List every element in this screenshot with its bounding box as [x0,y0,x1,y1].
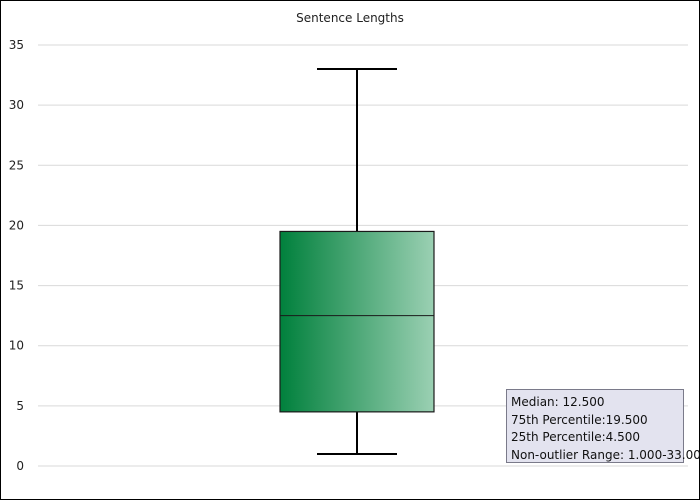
legend-row-75th-percentile: 75th Percentile:19.500 [511,412,648,427]
y-tick-label-25: 25 [9,158,24,172]
legend-row-non-outlier-range: Non-outlier Range: 1.000-33.000 [511,447,700,462]
y-tick-label-10: 10 [9,339,24,353]
y-tick-label-20: 20 [9,218,24,232]
y-tick-label-0: 0 [16,459,24,473]
y-tick-label-35: 35 [9,38,24,52]
chart-title: Sentence Lengths [296,11,404,25]
stats-legend: Median: 12.500 75th Percentile:19.500 25… [506,389,700,463]
legend-row-25th-percentile: 25th Percentile:4.500 [511,430,640,444]
interquartile-box [279,230,435,413]
legend-row-median: Median: 12.500 [511,395,605,409]
y-tick-label-15: 15 [9,279,24,293]
y-tick-label-30: 30 [9,98,24,112]
y-tick-label-5: 5 [16,399,24,413]
